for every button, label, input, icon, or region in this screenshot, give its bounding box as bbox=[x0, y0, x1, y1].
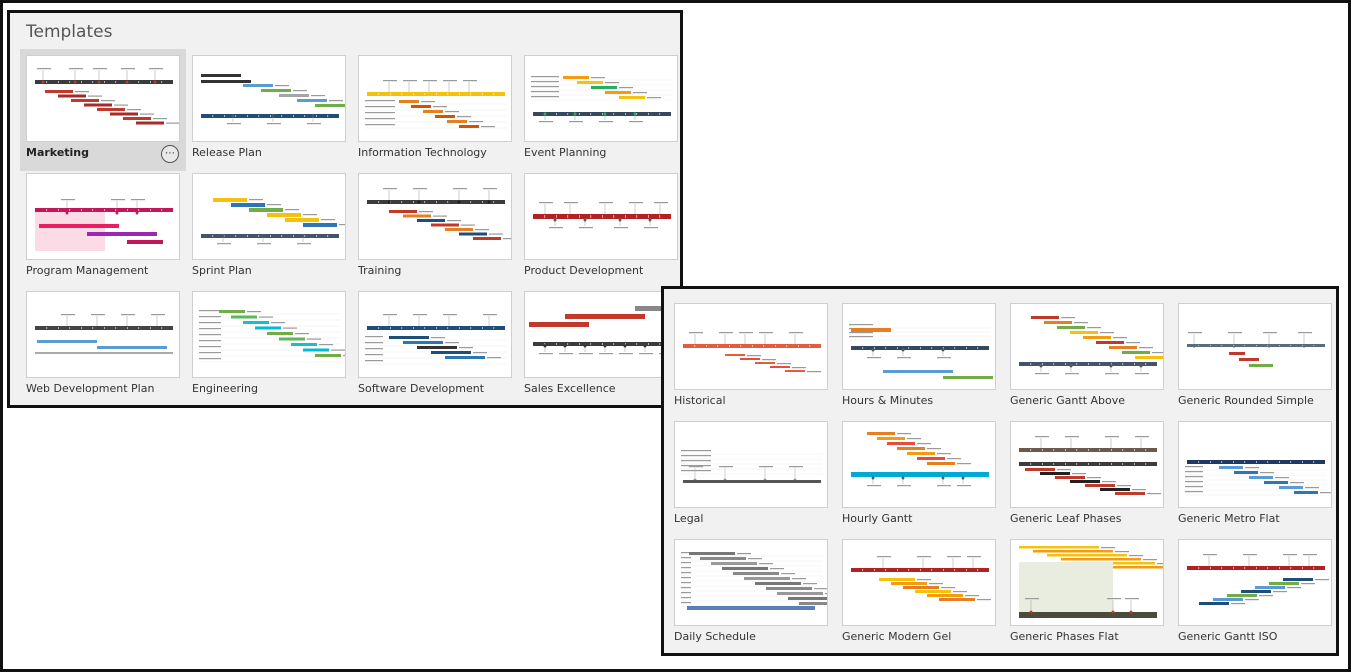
template-thumbnail[interactable] bbox=[1010, 303, 1164, 390]
templates-panel-more: Historical Hours & Minutes Generic Gantt A… bbox=[661, 286, 1339, 656]
templates-panel: Templates Marketing ⋯ Release Plan Informat… bbox=[7, 10, 683, 408]
template-thumbnail[interactable] bbox=[192, 291, 346, 378]
ellipsis-icon: ⋯ bbox=[165, 148, 175, 159]
template-thumbnail[interactable] bbox=[674, 303, 828, 390]
template-label: Release Plan bbox=[192, 146, 262, 159]
more-options-button[interactable]: ⋯ bbox=[161, 145, 179, 163]
template-label: Software Development bbox=[358, 382, 485, 395]
template-thumbnail[interactable] bbox=[192, 173, 346, 260]
template-thumbnail[interactable] bbox=[1010, 539, 1164, 626]
template-thumbnail[interactable] bbox=[842, 539, 996, 626]
template-label: Historical bbox=[674, 394, 726, 407]
template-thumbnail[interactable] bbox=[358, 55, 512, 142]
template-label: Generic Metro Flat bbox=[1178, 512, 1280, 525]
template-label: Product Development bbox=[524, 264, 644, 277]
template-label: Marketing bbox=[26, 146, 90, 159]
template-label: Generic Rounded Simple bbox=[1178, 394, 1314, 407]
template-label: Information Technology bbox=[358, 146, 487, 159]
template-thumbnail[interactable] bbox=[26, 291, 180, 378]
template-thumbnail[interactable] bbox=[1010, 421, 1164, 508]
template-label: Engineering bbox=[192, 382, 258, 395]
template-thumbnail[interactable] bbox=[524, 173, 678, 260]
template-thumbnail[interactable] bbox=[358, 291, 512, 378]
template-thumbnail[interactable] bbox=[1178, 539, 1332, 626]
template-label: Generic Gantt ISO bbox=[1178, 630, 1278, 643]
template-thumbnail[interactable] bbox=[674, 539, 828, 626]
template-label: Sales Excellence bbox=[524, 382, 616, 395]
template-label: Training bbox=[358, 264, 402, 277]
template-label: Web Development Plan bbox=[26, 382, 155, 395]
template-label: Daily Schedule bbox=[674, 630, 756, 643]
template-label: Sprint Plan bbox=[192, 264, 252, 277]
template-thumbnail[interactable] bbox=[842, 303, 996, 390]
template-label: Generic Modern Gel bbox=[842, 630, 952, 643]
template-label: Legal bbox=[674, 512, 704, 525]
panel-title: Templates bbox=[26, 22, 113, 42]
template-thumbnail[interactable] bbox=[674, 421, 828, 508]
template-thumbnail[interactable] bbox=[1178, 303, 1332, 390]
template-thumbnail[interactable] bbox=[1178, 421, 1332, 508]
template-label: Generic Gantt Above bbox=[1010, 394, 1126, 407]
template-thumbnail[interactable] bbox=[524, 55, 678, 142]
template-thumbnail[interactable] bbox=[26, 55, 180, 142]
template-thumbnail[interactable] bbox=[192, 55, 346, 142]
template-thumbnail[interactable] bbox=[26, 173, 180, 260]
template-label: Event Planning bbox=[524, 146, 607, 159]
template-thumbnail[interactable] bbox=[842, 421, 996, 508]
template-label: Hours & Minutes bbox=[842, 394, 934, 407]
template-label: Hourly Gantt bbox=[842, 512, 913, 525]
template-thumbnail[interactable] bbox=[524, 291, 678, 378]
template-label: Generic Phases Flat bbox=[1010, 630, 1119, 643]
template-label: Generic Leaf Phases bbox=[1010, 512, 1122, 525]
template-label: Program Management bbox=[26, 264, 149, 277]
template-thumbnail[interactable] bbox=[358, 173, 512, 260]
